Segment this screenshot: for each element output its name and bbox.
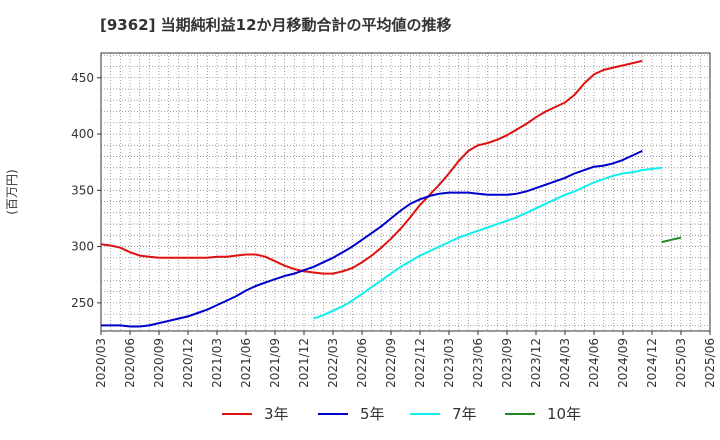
x-tick-label: 2021/03 [210,338,224,388]
x-tick-label: 2023/09 [500,338,514,388]
x-tick-label: 2022/03 [326,338,340,388]
x-tick-label: 2022/12 [413,338,427,388]
grid [101,53,710,331]
series-line-3年 [100,59,643,275]
x-tick-label: 2024/12 [645,338,659,388]
legend-label: 10年 [547,405,581,423]
y-tick-label: 450 [71,71,94,85]
x-tick-label: 2021/12 [297,338,311,388]
y-axis-ticks: 250 300 350 400 450 [71,71,101,310]
legend-label: 5年 [360,405,385,423]
x-tick-label: 2023/03 [442,338,456,388]
y-tick-label: 250 [71,296,94,310]
x-tick-label: 2022/06 [355,338,369,388]
series-lines [100,59,682,328]
y-axis-label: (百万円) [5,169,19,214]
x-tick-label: 2022/09 [384,338,398,388]
x-tick-label: 2021/06 [239,338,253,388]
chart-title: [9362] 当期純利益12か月移動合計の平均値の推移 [100,16,452,34]
y-tick-label: 350 [71,183,94,197]
legend-label: 7年 [452,405,477,423]
x-tick-label: 2025/03 [674,338,688,388]
x-tick-label: 2020/03 [94,338,108,388]
x-tick-label: 2020/09 [152,338,166,388]
x-tick-label: 2023/12 [529,338,543,388]
x-tick-label: 2020/12 [181,338,195,388]
x-tick-label: 2020/06 [123,338,137,388]
y-tick-label: 400 [71,127,94,141]
x-axis-ticks: 2020/03 2020/06 2020/09 2020/12 2021/03 2021/… [94,331,717,388]
legend: 3年 5年 7年 10年 [222,405,581,423]
legend-label: 3年 [264,405,289,423]
series-line-10年 [661,236,682,244]
x-tick-label: 2024/03 [558,338,572,388]
series-line-7年 [313,166,662,320]
y-tick-label: 300 [71,240,94,254]
x-tick-label: 2021/09 [268,338,282,388]
x-tick-label: 2024/09 [616,338,630,388]
x-tick-label: 2025/06 [703,338,717,388]
series-line-5年 [101,149,643,328]
plot-area [100,52,711,332]
x-tick-label: 2024/06 [587,338,601,388]
x-tick-label: 2023/06 [471,338,485,388]
